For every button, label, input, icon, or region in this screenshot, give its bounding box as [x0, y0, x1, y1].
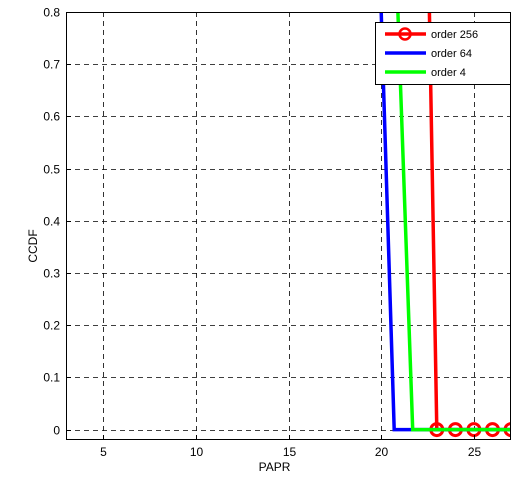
- axis-ticks: 5 10 15 20 25 0 0.1 0.2 0.3 0.4 0.5 0.6 0.7 0.8: [43, 6, 481, 460]
- x-tick-label: 25: [468, 445, 482, 459]
- y-axis-label: CCDF: [26, 229, 40, 262]
- x-tick-label: 10: [190, 445, 204, 459]
- y-tick-label: 0: [53, 424, 60, 438]
- x-tick-label: 15: [283, 445, 297, 459]
- x-tick-label: 5: [100, 445, 107, 459]
- x-axis-label: PAPR: [259, 460, 291, 474]
- y-tick-label: 0.7: [43, 58, 60, 72]
- x-tick-label: 20: [375, 445, 389, 459]
- legend-label-0: order 256: [431, 29, 478, 41]
- y-tick-label: 0.6: [43, 110, 60, 124]
- series-line-2: [396, 11, 511, 432]
- legend-label-2: order 4: [431, 67, 466, 79]
- y-tick-label: 0.8: [43, 6, 60, 20]
- y-tick-label: 0.4: [43, 215, 60, 229]
- y-tick-label: 0.2: [43, 319, 60, 333]
- y-tick-label: 0.1: [43, 371, 60, 385]
- legend: order 256 order 64 order 4: [375, 22, 511, 85]
- legend-label-1: order 64: [431, 48, 472, 60]
- y-tick-label: 0.5: [43, 163, 60, 177]
- legend-marker: [398, 27, 412, 41]
- y-tick-label: 0.3: [43, 267, 60, 281]
- series-layer: [379, 11, 511, 438]
